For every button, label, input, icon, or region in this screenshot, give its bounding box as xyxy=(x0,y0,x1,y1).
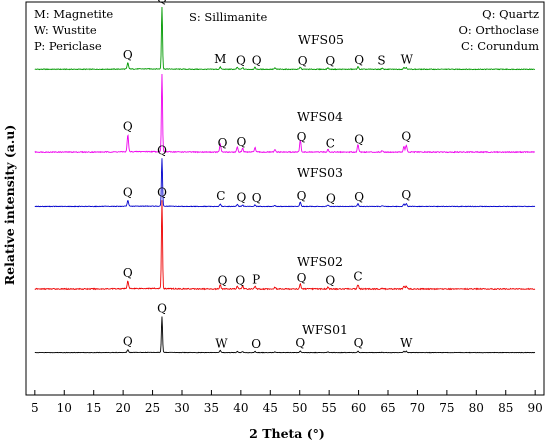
x-axis-ticks: 5 10 15 20 25 30 35 40 45 50 55 60 65 70 75 80 85 90 xyxy=(31,390,543,415)
x-tick-label-75: 75 xyxy=(439,401,454,415)
peak-label-wfs02-6: Q xyxy=(325,274,335,288)
peak-label-wfs04-5: Q xyxy=(354,133,364,147)
x-tick-label-80: 80 xyxy=(469,401,484,415)
x-tick-label-10: 10 xyxy=(57,401,72,415)
series-wfs01: Q Q W O Q Q W WFS01 xyxy=(34,302,536,354)
peak-label-wfs05-6: Q xyxy=(325,54,335,68)
peak-label-wfs03-1: Q xyxy=(157,143,167,157)
x-tick-label-5: 5 xyxy=(31,401,39,415)
x-tick-label-20: 20 xyxy=(115,401,130,415)
trace-wfs04 xyxy=(34,73,536,154)
x-tick-label-40: 40 xyxy=(233,401,248,415)
x-tick-label-15: 15 xyxy=(86,401,101,415)
peak-label-wfs04-3: Q xyxy=(297,130,307,144)
peak-label-wfs01-5: Q xyxy=(354,336,364,350)
x-tick-label-30: 30 xyxy=(174,401,189,415)
y-axis-title: Relative intensity (a.u) xyxy=(2,125,17,285)
legend-left-line-1: M: Magnetite xyxy=(34,7,113,21)
trace-wfs05 xyxy=(34,7,536,71)
series-wfs05: QQMQQQQQSWWFS05 xyxy=(34,0,536,71)
peak-label-wfs03-4: Q xyxy=(252,191,262,205)
peak-label-wfs05-4: Q xyxy=(252,54,262,68)
peak-label-wfs01-4: Q xyxy=(295,336,305,350)
peak-label-wfs02-3: Q xyxy=(235,273,245,287)
peak-label-wfs02-5: Q xyxy=(297,271,307,285)
peak-label-wfs02-1: Q xyxy=(157,186,167,200)
peak-label-wfs03-8: Q xyxy=(401,188,411,202)
trace-wfs01 xyxy=(34,316,536,354)
x-tick-label-55: 55 xyxy=(322,401,337,415)
peak-label-wfs04-0: Q xyxy=(123,120,133,134)
x-tick-label-35: 35 xyxy=(204,401,219,415)
x-tick-label-65: 65 xyxy=(380,401,395,415)
series-label-wfs03: WFS03 xyxy=(297,165,343,180)
peak-label-wfs03-7: Q xyxy=(354,190,364,204)
x-tick-label-90: 90 xyxy=(528,401,543,415)
series-label-wfs01: WFS01 xyxy=(302,322,348,337)
peak-label-wfs01-3: O xyxy=(251,337,261,351)
peak-label-wfs05-8: S xyxy=(377,53,385,67)
peak-label-wfs05-0: Q xyxy=(123,48,133,62)
peak-label-wfs04-1: Q xyxy=(218,136,228,150)
peak-label-wfs01-0: Q xyxy=(123,335,133,349)
legend-right-line-3: C: Corundum xyxy=(461,39,539,53)
peak-label-wfs02-4: P xyxy=(252,272,260,286)
peak-label-wfs02-7: C xyxy=(353,269,362,283)
x-axis-title: 2 Theta (°) xyxy=(249,426,325,441)
legend-left-line-3: P: Periclase xyxy=(34,39,102,53)
peak-label-wfs05-2: M xyxy=(214,52,226,66)
trace-wfs02 xyxy=(34,200,536,291)
plot-frame xyxy=(25,1,545,396)
peak-label-wfs05-3: Q xyxy=(236,54,246,68)
series-label-wfs04: WFS04 xyxy=(297,109,343,124)
peak-label-wfs04-2: Q xyxy=(236,135,246,149)
peak-label-wfs05-1: Q xyxy=(157,0,167,6)
series-label-wfs02: WFS02 xyxy=(297,254,343,269)
peak-label-wfs05-5: Q xyxy=(298,54,308,68)
x-tick-label-70: 70 xyxy=(410,401,425,415)
peak-label-wfs04-6: Q xyxy=(401,129,411,143)
x-tick-label-60: 60 xyxy=(351,401,366,415)
peak-label-wfs04-4: C xyxy=(326,137,335,151)
peak-label-wfs01-2: W xyxy=(215,336,228,350)
x-tick-label-85: 85 xyxy=(498,401,513,415)
peak-label-wfs01-1: Q xyxy=(157,302,167,316)
peak-label-wfs03-2: C xyxy=(216,189,225,203)
peak-label-wfs03-5: Q xyxy=(297,189,307,203)
peak-label-wfs05-7: Q xyxy=(354,53,364,67)
legend-center: S: Sillimanite xyxy=(189,10,267,24)
legend-left-line-2: W: Wustite xyxy=(34,23,97,37)
peak-label-wfs01-6: W xyxy=(400,336,413,350)
peak-label-wfs02-2: Q xyxy=(218,273,228,287)
x-tick-label-25: 25 xyxy=(145,401,160,415)
x-tick-label-45: 45 xyxy=(263,401,278,415)
legend-right-line-2: O: Orthoclase xyxy=(458,23,539,37)
peak-label-wfs05-9: W xyxy=(401,53,414,67)
x-tick-label-50: 50 xyxy=(292,401,307,415)
series-layer: QQMQQQQQSWWFS05QQQQCQQWFS04QQCQQQQQQWFS0… xyxy=(34,0,536,354)
peak-label-wfs03-6: Q xyxy=(326,191,336,205)
series-label-wfs05: WFS05 xyxy=(298,32,344,47)
peak-label-wfs03-0: Q xyxy=(123,186,133,200)
trace-wfs03 xyxy=(34,158,536,208)
peak-label-wfs03-3: Q xyxy=(236,191,246,205)
legend-right-line-1: Q: Quartz xyxy=(482,7,539,21)
peak-label-wfs02-0: Q xyxy=(123,266,133,280)
